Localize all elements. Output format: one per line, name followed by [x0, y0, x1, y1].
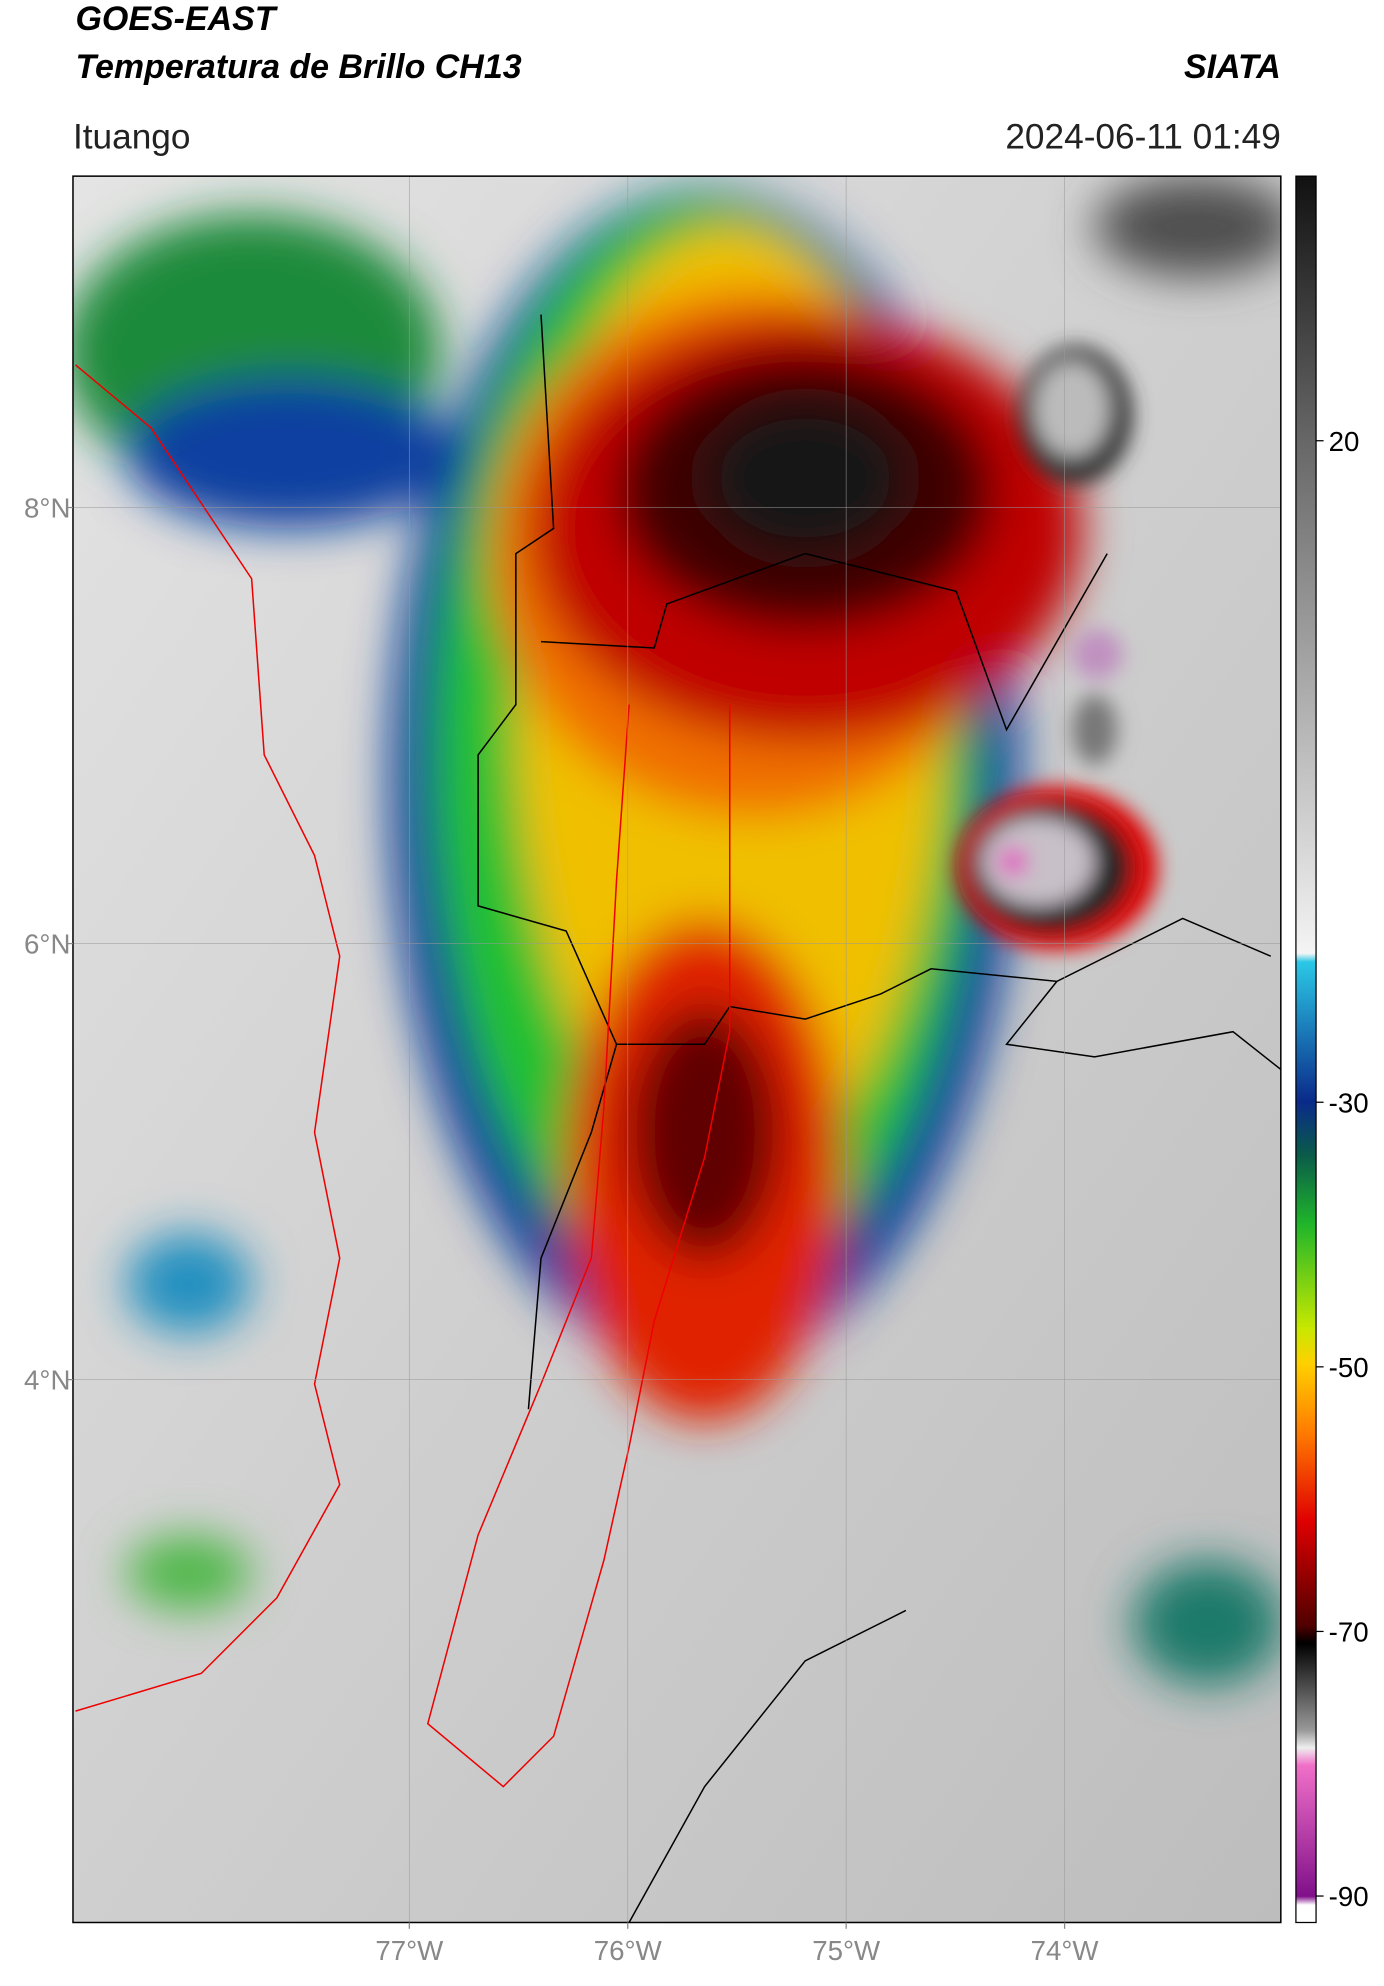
- brand: SIATA: [1184, 48, 1281, 86]
- satellite-image: [72, 176, 1281, 1923]
- location: Ituango: [73, 117, 191, 156]
- colorbar-tick-label: 20: [1329, 426, 1360, 457]
- y-tick-label: 6°N: [24, 929, 70, 960]
- colorbar-tick-label: -30: [1329, 1087, 1369, 1118]
- x-tick-label: 75°W: [812, 1935, 881, 1966]
- colorbar-tick-label: -50: [1329, 1352, 1369, 1383]
- x-tick-label: 76°W: [594, 1935, 663, 1966]
- datetime: 2024-06-11 01:49: [1005, 117, 1280, 156]
- title: GOES-EAST: [75, 0, 278, 38]
- colorbar: [1295, 175, 1317, 1924]
- subtitle: Temperatura de Brillo CH13: [75, 48, 521, 86]
- colorbar-tick-label: -90: [1329, 1881, 1369, 1912]
- x-tick-label: 77°W: [375, 1935, 444, 1966]
- y-tick-label: 8°N: [24, 493, 70, 524]
- x-tick-label: 74°W: [1031, 1935, 1100, 1966]
- map-frame: [72, 175, 1282, 1924]
- y-tick-label: 4°N: [24, 1365, 70, 1396]
- colorbar-tick-label: -70: [1329, 1617, 1369, 1648]
